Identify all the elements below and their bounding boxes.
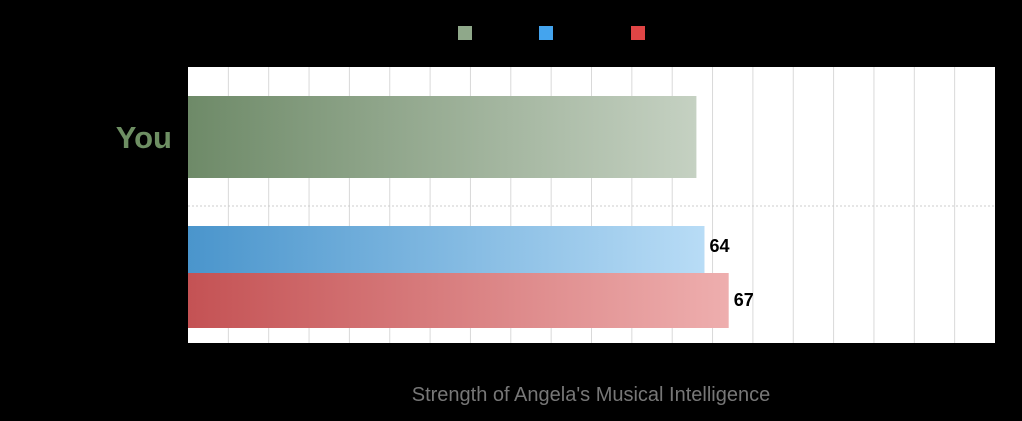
category-label-you: You xyxy=(116,120,172,155)
bar-blue xyxy=(188,226,705,273)
legend-swatch-blue xyxy=(539,26,553,40)
bars xyxy=(188,96,729,328)
value-label-64: 64 xyxy=(709,236,729,256)
value-labels: 64 67 xyxy=(709,236,753,310)
bar-you xyxy=(188,96,697,178)
value-label-67: 67 xyxy=(734,290,754,310)
legend-swatch-red xyxy=(631,26,645,40)
bar-red xyxy=(188,273,729,328)
x-axis-title: Strength of Angela's Musical Intelligenc… xyxy=(412,384,770,406)
legend-swatch-green xyxy=(458,26,472,40)
